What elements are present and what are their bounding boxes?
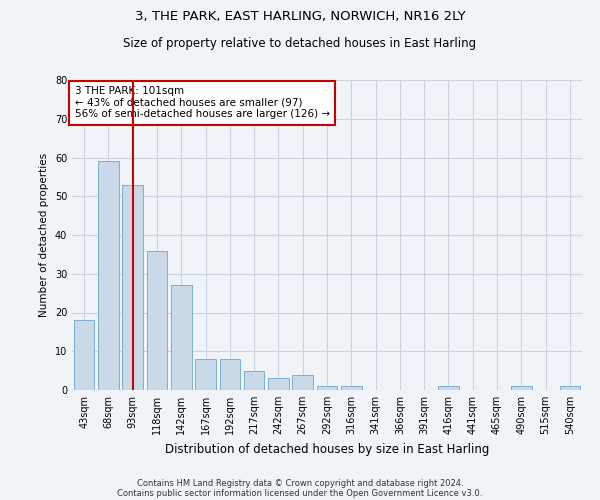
Bar — [560, 386, 580, 390]
Bar — [341, 386, 362, 390]
Text: 3, THE PARK, EAST HARLING, NORWICH, NR16 2LY: 3, THE PARK, EAST HARLING, NORWICH, NR16… — [134, 10, 466, 23]
Text: Size of property relative to detached houses in East Harling: Size of property relative to detached ho… — [124, 38, 476, 51]
X-axis label: Distribution of detached houses by size in East Harling: Distribution of detached houses by size … — [165, 442, 489, 456]
Bar — [122, 184, 143, 390]
Bar — [268, 378, 289, 390]
Text: 3 THE PARK: 101sqm
← 43% of detached houses are smaller (97)
56% of semi-detache: 3 THE PARK: 101sqm ← 43% of detached hou… — [74, 86, 329, 120]
Bar — [244, 370, 265, 390]
Bar — [220, 359, 240, 390]
Bar — [511, 386, 532, 390]
Bar — [292, 374, 313, 390]
Bar — [146, 250, 167, 390]
Text: Contains HM Land Registry data © Crown copyright and database right 2024.: Contains HM Land Registry data © Crown c… — [137, 478, 463, 488]
Y-axis label: Number of detached properties: Number of detached properties — [39, 153, 49, 317]
Bar — [317, 386, 337, 390]
Bar — [98, 162, 119, 390]
Bar — [438, 386, 459, 390]
Bar — [74, 320, 94, 390]
Text: Contains public sector information licensed under the Open Government Licence v3: Contains public sector information licen… — [118, 488, 482, 498]
Bar — [195, 359, 216, 390]
Bar — [171, 286, 191, 390]
